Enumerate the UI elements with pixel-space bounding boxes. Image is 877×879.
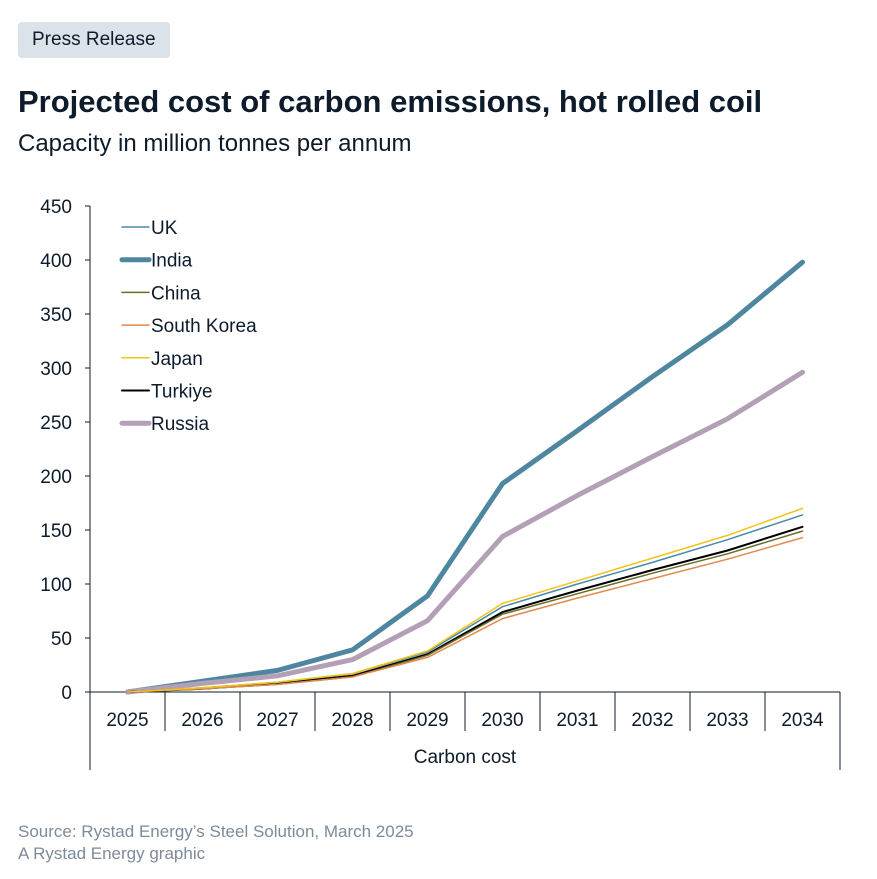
y-tick-label: 350 [40, 305, 72, 326]
y-tick-label: 0 [61, 683, 72, 704]
series-line-turkiye [126, 525, 804, 693]
series-line-japan [126, 507, 804, 693]
legend-label-china: China [151, 283, 201, 304]
legend-label-turkiye: Turkiye [151, 382, 213, 403]
x-tick-label: 2033 [706, 710, 748, 731]
legend-label-uk: UK [151, 218, 178, 239]
source-text: Source: Rystad Energy’s Steel Solution, … [18, 822, 414, 841]
y-tick-label: 450 [40, 197, 72, 218]
x-tick-label: 2029 [406, 710, 448, 731]
series-line-india [125, 259, 805, 695]
x-tick-label: 2031 [556, 710, 598, 731]
y-tick-label: 400 [40, 251, 72, 272]
chart-title: Projected cost of carbon emissions, hot … [18, 84, 763, 119]
x-axis-title: Carbon cost [414, 747, 517, 768]
y-tick-label: 100 [40, 575, 72, 596]
y-tick-label: 50 [51, 629, 72, 650]
legend-label-south-korea: South Korea [151, 316, 257, 337]
x-tick-label: 2026 [181, 710, 223, 731]
x-tick-label: 2028 [331, 710, 373, 731]
press-release-badge: Press Release [18, 22, 170, 58]
series-line-china [126, 530, 804, 693]
y-tick-label: 200 [40, 467, 72, 488]
source-note: Source: Rystad Energy’s Steel Solution, … [18, 821, 414, 865]
x-tick-label: 2032 [631, 710, 673, 731]
y-tick-label: 300 [40, 359, 72, 380]
chart-subtitle: Capacity in million tonnes per annum [18, 130, 412, 157]
series-line-south-korea [126, 536, 804, 693]
x-tick-label: 2030 [481, 710, 523, 731]
series-line-russia [125, 369, 805, 695]
y-tick-label: 250 [40, 413, 72, 434]
credit-text: A Rystad Energy graphic [18, 844, 206, 863]
y-tick-label: 150 [40, 521, 72, 542]
legend-label-russia: Russia [151, 414, 210, 435]
x-tick-label: 2027 [256, 710, 298, 731]
legend-label-japan: Japan [151, 349, 203, 370]
x-tick-label: 2034 [781, 710, 824, 731]
legend-label-india: India [151, 251, 193, 272]
x-tick-label: 2025 [106, 710, 148, 731]
